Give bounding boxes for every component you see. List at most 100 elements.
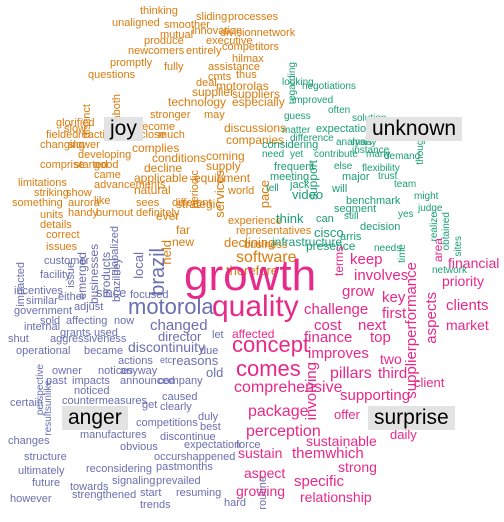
word: sustainable bbox=[306, 433, 377, 449]
word: major bbox=[342, 171, 370, 183]
word: financial bbox=[448, 255, 500, 271]
word: market bbox=[446, 317, 489, 333]
word: jack bbox=[290, 179, 310, 191]
word: occurshappened bbox=[154, 451, 236, 463]
word: something bbox=[12, 197, 63, 209]
word: presence bbox=[306, 239, 356, 253]
word: limitations bbox=[18, 177, 67, 189]
group-label-unknown: unknown bbox=[366, 117, 463, 141]
word: pastmonths bbox=[156, 461, 213, 473]
word: questions bbox=[88, 69, 136, 81]
word: relationship bbox=[300, 489, 372, 505]
word: duly bbox=[198, 411, 219, 423]
word: equipment bbox=[194, 171, 251, 185]
word: grow bbox=[342, 283, 375, 300]
word: however bbox=[10, 493, 52, 505]
word: developing bbox=[78, 149, 132, 161]
word: services bbox=[212, 170, 227, 218]
word: expectation bbox=[184, 439, 241, 451]
word: cmts bbox=[208, 71, 232, 83]
word: correct bbox=[46, 229, 80, 241]
word: especially bbox=[232, 95, 285, 109]
word: frequent bbox=[274, 161, 315, 173]
word: reasons bbox=[172, 353, 219, 368]
word: will bbox=[332, 183, 348, 195]
word: keep bbox=[350, 251, 383, 268]
word: applicable bbox=[134, 171, 189, 185]
word: issue bbox=[65, 262, 77, 288]
word: get bbox=[142, 399, 158, 411]
word: owner bbox=[52, 365, 82, 377]
word: due bbox=[200, 345, 219, 357]
word: think bbox=[276, 211, 304, 226]
word: cost bbox=[314, 317, 342, 334]
word: different bbox=[172, 197, 212, 209]
word: past bbox=[46, 375, 67, 387]
word: used bbox=[94, 327, 118, 339]
word: need bbox=[262, 149, 285, 160]
word: unaligned bbox=[112, 17, 160, 29]
word: definitely bbox=[136, 207, 180, 219]
word: time bbox=[397, 244, 408, 263]
word: supporting bbox=[340, 387, 411, 404]
word: affecting bbox=[66, 315, 108, 327]
word: discontinuity bbox=[128, 339, 206, 355]
word: supplier bbox=[192, 85, 235, 99]
word: director bbox=[158, 329, 202, 344]
word: key bbox=[382, 289, 406, 306]
word: natural bbox=[134, 183, 171, 197]
word: started bbox=[74, 159, 108, 171]
word: yes bbox=[398, 209, 414, 220]
word: offer bbox=[334, 407, 360, 422]
word: specific bbox=[294, 473, 345, 490]
word: guess bbox=[284, 111, 311, 122]
word: announced bbox=[120, 375, 175, 387]
word: executive bbox=[206, 35, 253, 47]
word: fully bbox=[164, 61, 184, 73]
word: etc bbox=[160, 355, 173, 365]
word: anyway bbox=[120, 365, 158, 377]
word: changed bbox=[150, 317, 208, 334]
word: resultsunlike bbox=[43, 380, 54, 436]
word: first bbox=[382, 305, 407, 322]
word: demand bbox=[384, 151, 421, 162]
word: newcomers bbox=[128, 45, 185, 57]
word: much bbox=[158, 129, 185, 141]
word: promptly bbox=[110, 57, 153, 69]
word: trends bbox=[140, 499, 171, 511]
word: motorolas bbox=[216, 79, 269, 93]
word: still bbox=[344, 211, 359, 222]
word: countermeasures bbox=[62, 395, 147, 407]
word: stronger bbox=[150, 109, 191, 121]
word: show bbox=[66, 187, 92, 199]
word: entirely bbox=[186, 45, 222, 57]
word: prevailed bbox=[156, 475, 201, 487]
word: therefore bbox=[226, 263, 279, 278]
word: yet bbox=[290, 149, 304, 160]
word: certain bbox=[10, 397, 44, 409]
word: daily bbox=[390, 427, 417, 442]
word: comes bbox=[236, 356, 301, 381]
word: caused bbox=[162, 391, 198, 403]
word: became bbox=[84, 345, 124, 357]
word: future bbox=[32, 477, 61, 489]
word: facility bbox=[40, 269, 71, 281]
word: involves bbox=[354, 267, 409, 284]
word: themwhich bbox=[292, 445, 364, 462]
word: decline bbox=[144, 161, 183, 175]
word: thus bbox=[236, 69, 257, 81]
word: difference bbox=[290, 133, 334, 144]
word: reaction bbox=[78, 129, 118, 141]
word: world bbox=[228, 185, 255, 197]
word: conditions bbox=[152, 151, 207, 165]
word: burnout bbox=[96, 207, 134, 219]
word: sold bbox=[40, 315, 61, 327]
word: came bbox=[94, 169, 121, 181]
word: changing bbox=[40, 139, 85, 151]
word: clients bbox=[446, 297, 489, 314]
word: tell bbox=[266, 183, 279, 194]
word: start bbox=[140, 487, 162, 499]
word: client bbox=[414, 375, 445, 390]
word: third bbox=[378, 365, 408, 382]
